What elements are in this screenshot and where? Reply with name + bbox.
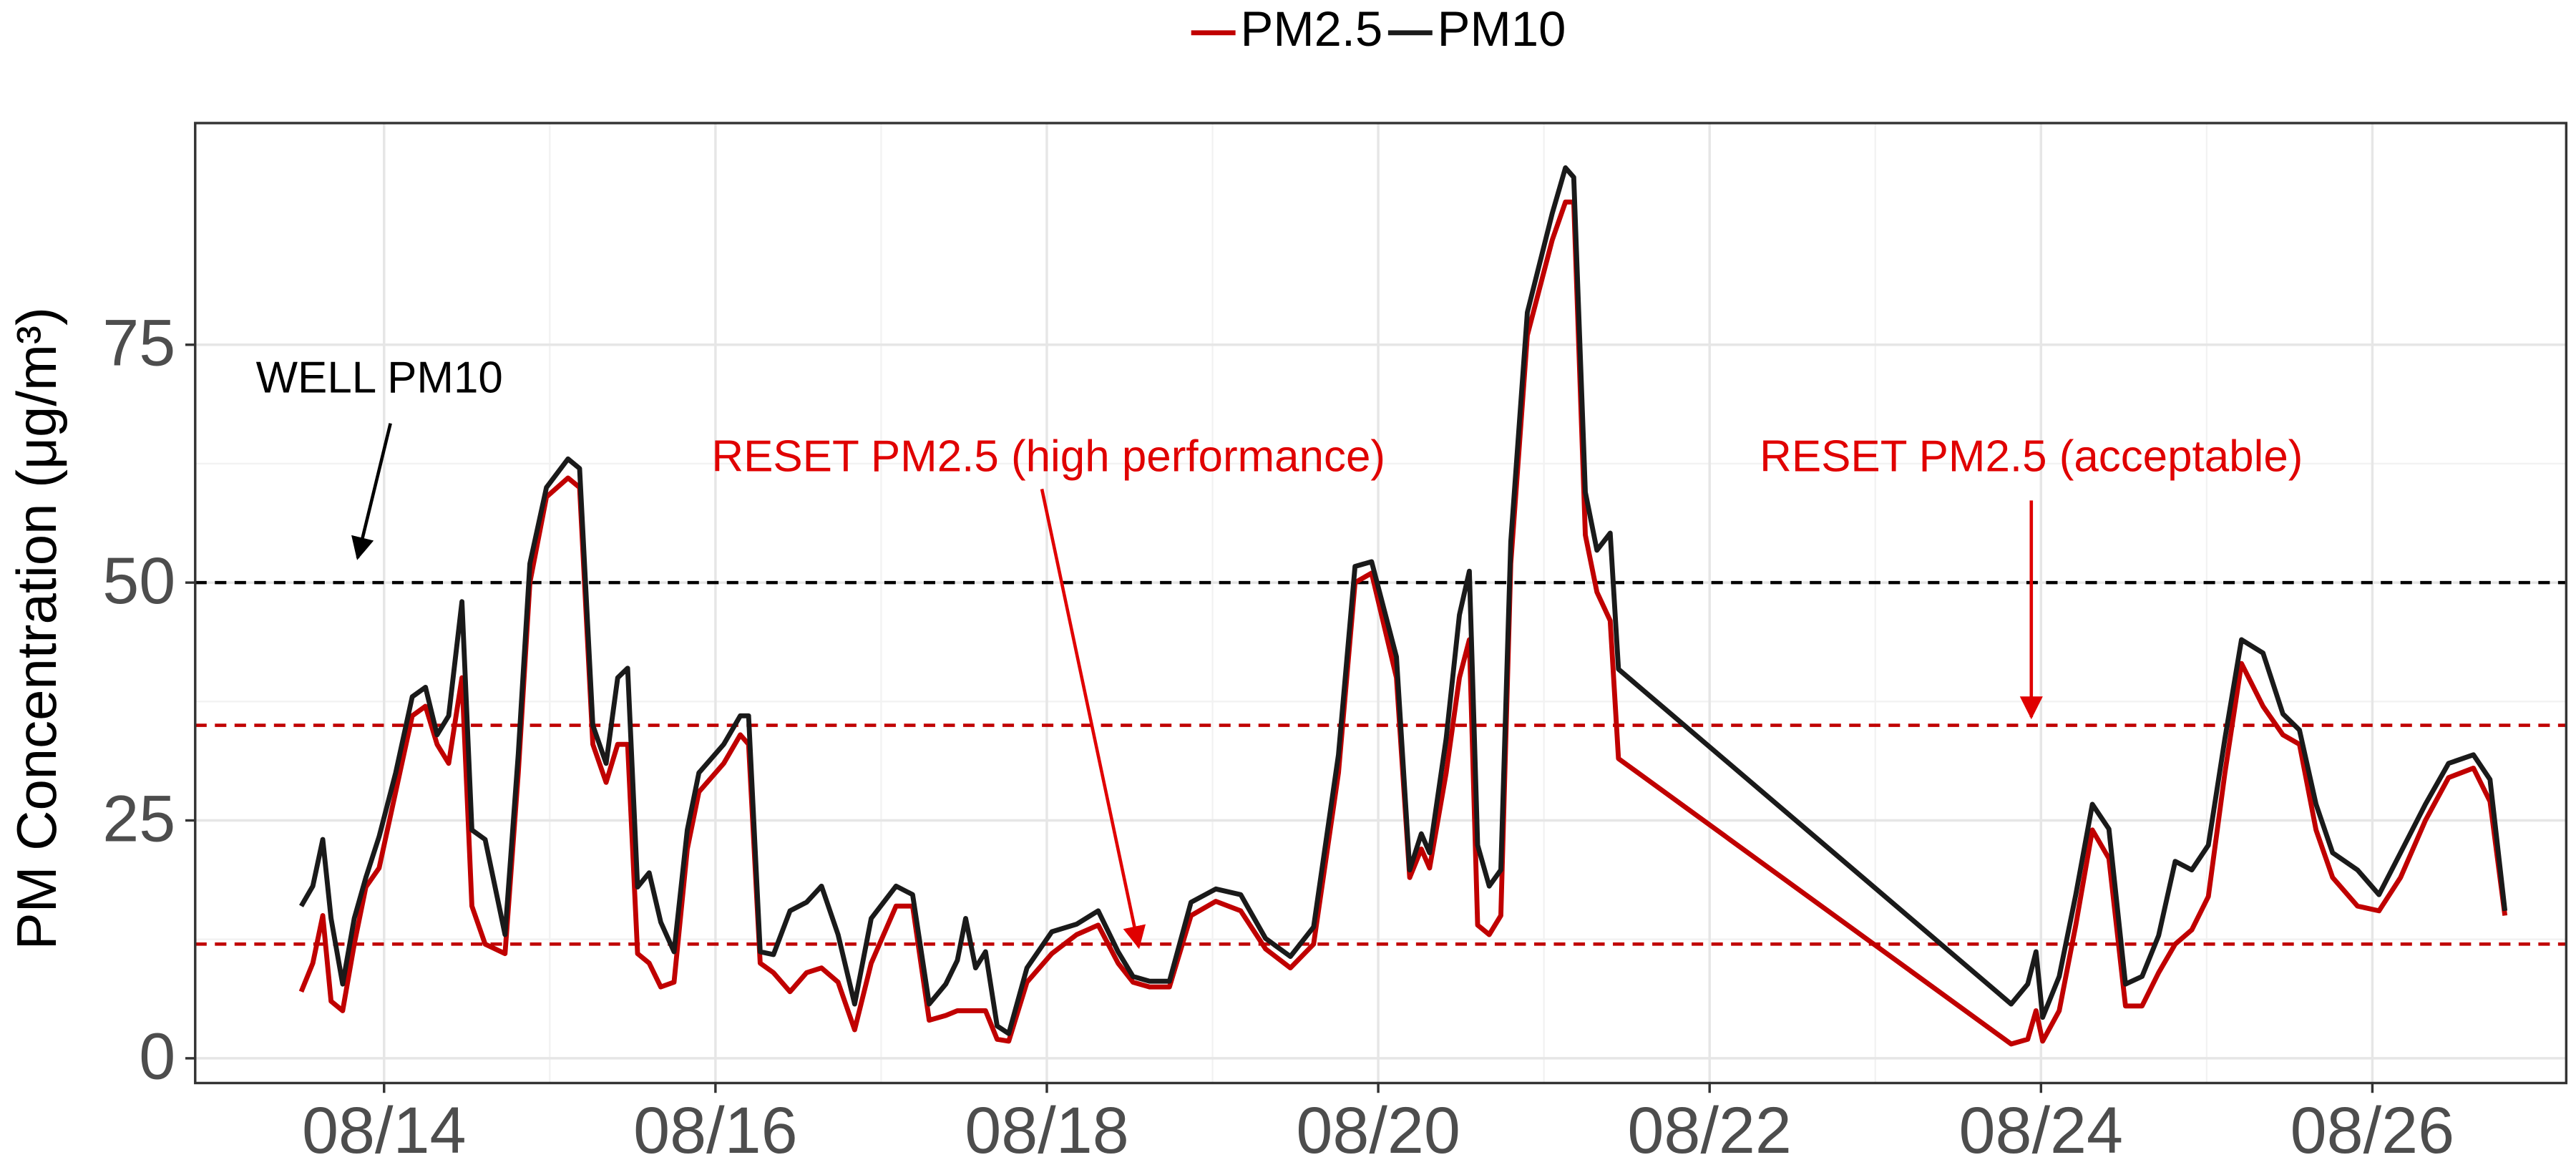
x-tick-label: 08/18 (965, 1094, 1129, 1167)
y-tick-label: 0 (139, 1020, 175, 1093)
plot-frame (194, 122, 2568, 1085)
legend-label: PM2.5 (1240, 1, 1382, 57)
x-tick-label: 08/14 (302, 1094, 467, 1167)
y-tick-label: 25 (102, 782, 175, 855)
x-tick-label: 08/26 (2290, 1094, 2455, 1167)
legend-label: PM10 (1438, 1, 1566, 57)
y-axis-label: PM Concentration (μg/m³) (5, 307, 68, 950)
x-tick-label: 08/16 (633, 1094, 798, 1167)
annotation-arrow (1040, 488, 1146, 950)
data-line (298, 165, 2508, 1036)
y-tick-label: 50 (102, 545, 175, 618)
x-tick-label: 08/24 (1959, 1094, 2124, 1167)
y-tick-label: 75 (102, 307, 175, 380)
annotation: RESET PM2.5 (high performance) (711, 432, 1385, 481)
x-tick-label: 08/22 (1627, 1094, 1792, 1167)
data-line (298, 199, 2508, 1047)
annotation: WELL PM10 (256, 353, 503, 402)
annotation: RESET PM2.5 (acceptable) (1760, 432, 2303, 481)
x-tick-label: 08/20 (1296, 1094, 1460, 1167)
annotation-arrow (351, 423, 392, 560)
